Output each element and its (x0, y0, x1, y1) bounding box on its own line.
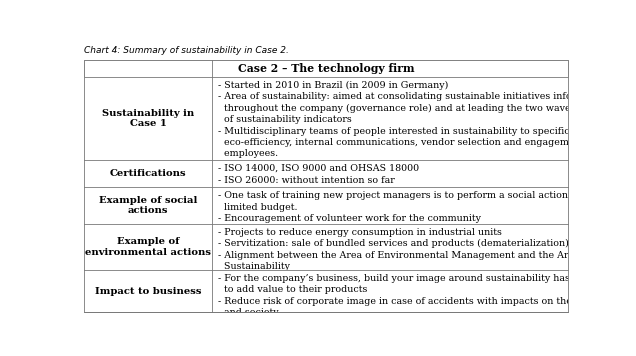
Text: - Started in 2010 in Brazil (in 2009 in Germany)
- Area of sustainability: aimed: - Started in 2010 in Brazil (in 2009 in … (218, 80, 636, 158)
Bar (84, 60, 568, 77)
Text: - Projects to reduce energy consumption in industrial units
- Servitization: sal: - Projects to reduce energy consumption … (218, 228, 591, 271)
Text: Sustainability in
Case 1: Sustainability in Case 1 (102, 109, 195, 128)
Text: - ISO 14000, ISO 9000 and OHSAS 18000
- ISO 26000: without intention so far: - ISO 14000, ISO 9000 and OHSAS 18000 - … (218, 164, 419, 184)
Text: Example of
environmental actions: Example of environmental actions (85, 237, 211, 257)
Text: Chart 4: Summary of sustainability in Case 2.: Chart 4: Summary of sustainability in Ca… (84, 46, 289, 55)
Text: Impact to business: Impact to business (95, 287, 202, 295)
Text: Case 2 – The technology firm: Case 2 – The technology firm (238, 63, 414, 74)
Text: - One task of training new project managers is to perform a social action, given: - One task of training new project manag… (218, 191, 609, 223)
Text: Example of social
actions: Example of social actions (99, 196, 197, 215)
Text: Certifications: Certifications (110, 169, 186, 178)
Text: - For the company’s business, build your image around sustainability has great p: - For the company’s business, build your… (218, 274, 636, 317)
